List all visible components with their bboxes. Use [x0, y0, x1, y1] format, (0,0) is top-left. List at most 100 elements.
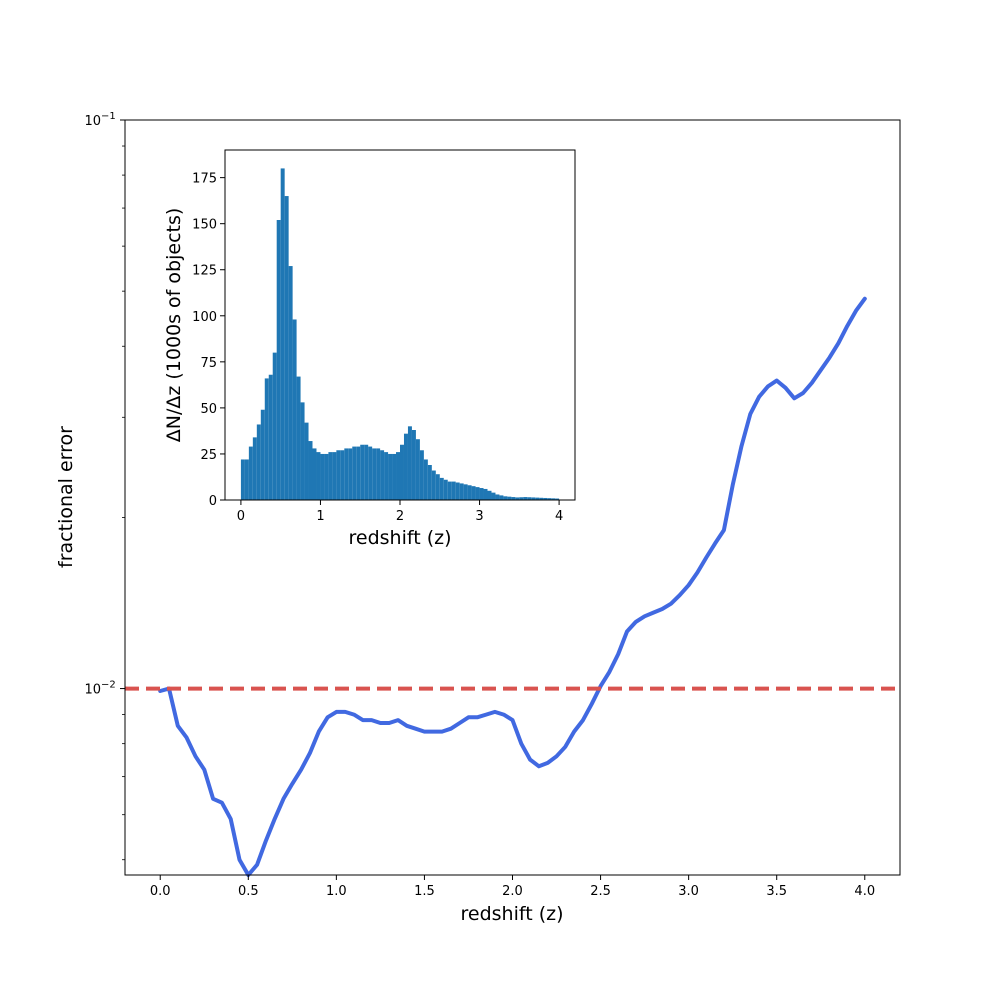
histogram-bar: [499, 495, 504, 500]
histogram-bar: [479, 488, 484, 500]
inset-y-tick-label: 50: [200, 402, 217, 417]
histogram-bar: [240, 459, 245, 500]
inset-bars-layer: [240, 168, 560, 501]
histogram-bar: [356, 446, 361, 500]
histogram-bar: [328, 452, 333, 500]
inset-y-tick-label: 125: [192, 264, 217, 279]
histogram-bar: [304, 422, 309, 500]
histogram-bar: [320, 453, 325, 500]
histogram-bar: [252, 437, 257, 500]
histogram-bar: [384, 452, 389, 500]
histogram-bar: [455, 482, 460, 500]
histogram-bar: [503, 496, 508, 500]
inset-y-tick-label: 0: [209, 494, 217, 509]
histogram-bar: [535, 497, 540, 500]
histogram-bar: [487, 490, 492, 500]
histogram-bar: [527, 497, 532, 500]
inset-plot: 0 1 2 3 4 0 25 50 75 100 125 150 175 redshift (z) Δ…: [163, 149, 576, 549]
histogram-bar: [543, 497, 548, 500]
histogram-bar: [292, 319, 297, 500]
histogram-bar: [447, 481, 452, 500]
histogram-bar: [264, 378, 269, 500]
inset-x-axis-label: redshift (z): [348, 527, 451, 549]
histogram-bar: [547, 498, 552, 500]
x-tick-label: 1.5: [414, 884, 435, 899]
inset-y-axis-label: ΔN/Δz (1000s of objects): [163, 208, 185, 443]
histogram-bar: [431, 470, 436, 500]
series-line-0: [158, 296, 867, 877]
histogram-bar: [388, 453, 393, 500]
histogram-bar: [511, 497, 516, 500]
inset-y-ticks: 0 25 50 75 100 125 150 175: [192, 172, 225, 509]
histogram-bar: [348, 448, 353, 500]
inset-x-tick-label: 1: [316, 509, 324, 524]
histogram-bar: [324, 453, 329, 500]
inset-y-tick-label: 175: [192, 172, 217, 187]
histogram-bar: [296, 376, 301, 500]
histogram-bar: [483, 488, 488, 500]
y-tick-exponent: −2: [101, 680, 116, 691]
histogram-bar: [396, 452, 400, 500]
histogram-bar: [507, 496, 512, 500]
histogram-bar: [435, 474, 440, 500]
inset-x-tick-label: 3: [475, 509, 483, 524]
histogram-bar: [372, 448, 377, 500]
histogram-bar: [475, 487, 480, 500]
x-tick-label: 3.5: [766, 884, 787, 899]
histogram-bar: [427, 465, 432, 500]
histogram-bar: [352, 446, 357, 500]
inset-x-tick-label: 0: [237, 509, 245, 524]
histogram-bar: [459, 483, 464, 500]
inset-x-tick-label: 2: [396, 509, 404, 524]
x-tick-label: 2.5: [590, 884, 611, 899]
histogram-bar: [539, 497, 544, 500]
x-tick-label: 1.0: [326, 884, 347, 899]
histogram-bar: [467, 485, 472, 500]
histogram-bar: [272, 352, 277, 500]
histogram-bar: [300, 402, 305, 500]
histogram-bar: [463, 484, 468, 500]
main-plot: 0.0 0.5 1.0 1.5 2.0 2.5 3.0 3.5 4.0 10−210−1 red…: [55, 111, 901, 925]
inset-x-ticks: 0 1 2 3 4: [237, 500, 563, 524]
histogram-bar: [260, 409, 265, 500]
histogram-bar: [248, 446, 253, 500]
inset-x-tick-label: 4: [555, 509, 563, 524]
histogram-bar: [268, 374, 273, 500]
y-tick-label: 10: [84, 114, 101, 129]
histogram-bar: [380, 450, 385, 500]
histogram-bar: [443, 479, 448, 500]
histogram-bar: [368, 446, 373, 500]
histogram-bar: [340, 450, 345, 500]
inset-y-tick-label: 75: [200, 356, 217, 371]
y-tick-label: 10: [84, 683, 101, 698]
histogram-bar: [312, 448, 317, 500]
histogram-bar: [515, 497, 520, 500]
histogram-bar: [419, 450, 424, 500]
histogram-bar: [284, 196, 289, 501]
histogram-bar: [403, 433, 408, 500]
histogram-bar: [276, 220, 281, 500]
histogram-bar: [519, 497, 524, 500]
histogram-bar: [423, 459, 428, 500]
histogram-bar: [471, 486, 476, 500]
y-tick-exponent: −1: [101, 111, 116, 122]
main-series-layer: [125, 296, 900, 877]
main-x-axis-label: redshift (z): [460, 903, 563, 925]
x-tick-label: 0.0: [150, 884, 171, 899]
main-x-ticks: 0.0 0.5 1.0 1.5 2.0 2.5 3.0 3.5 4.0: [150, 875, 875, 899]
histogram-bar: [411, 430, 416, 500]
histogram-bar: [308, 441, 313, 500]
histogram-bar: [392, 453, 397, 500]
histogram-bar: [244, 459, 249, 500]
histogram-bar: [451, 481, 456, 500]
histogram-bar: [531, 497, 536, 500]
histogram-bar: [400, 444, 404, 500]
histogram-bar: [364, 444, 369, 500]
x-tick-label: 0.5: [238, 884, 259, 899]
histogram-bar: [288, 266, 293, 500]
inset-y-tick-label: 150: [192, 218, 217, 233]
histogram-bar: [332, 452, 337, 500]
x-tick-label: 4.0: [854, 884, 875, 899]
